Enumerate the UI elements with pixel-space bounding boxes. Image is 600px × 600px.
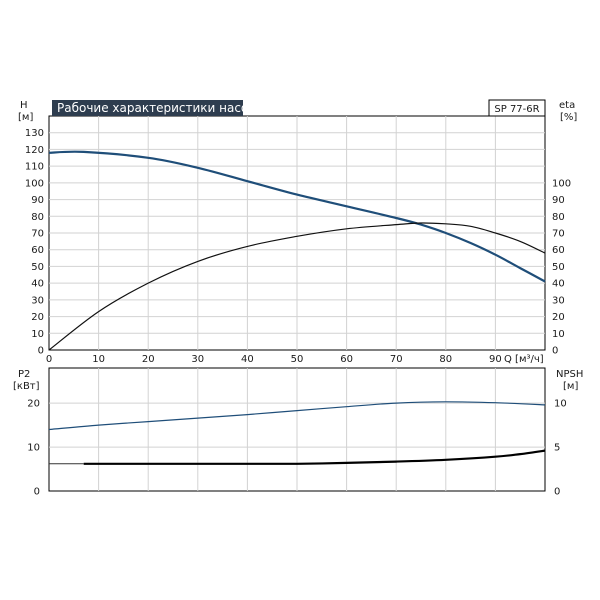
head-curve <box>48 150 546 283</box>
power-tick-label: 20 <box>27 399 40 410</box>
head-axis-title: H <box>20 100 28 111</box>
eta-tick-label: 20 <box>552 312 565 323</box>
head-tick-label: 0 <box>38 346 44 357</box>
head-tick-label: 130 <box>25 128 44 139</box>
eta-tick-label: 0 <box>552 346 558 357</box>
flow-tick-label: 90 <box>489 354 502 365</box>
bottom-series <box>48 401 546 465</box>
head-tick-label: 100 <box>25 178 44 189</box>
head-tick-label: 30 <box>31 295 44 306</box>
flow-axis-label: Q [м³/ч] <box>504 354 544 365</box>
eta-tick-label: 90 <box>552 195 565 206</box>
npsh-tick-label: 0 <box>554 487 560 498</box>
head-axis-unit: [м] <box>18 112 33 123</box>
head-tick-label: 50 <box>31 262 44 273</box>
eta-axis-title: eta <box>559 100 575 111</box>
flow-tick-label: 50 <box>291 354 304 365</box>
head-tick-label: 110 <box>25 162 44 173</box>
top-grid <box>49 116 545 350</box>
chart-title-box <box>52 100 243 116</box>
power-axis-unit: [кВт] <box>13 381 40 392</box>
head-tick-label: 120 <box>25 145 44 156</box>
head-tick-label: 10 <box>31 329 44 340</box>
head-tick-label: 20 <box>31 312 44 323</box>
eta-tick-label: 50 <box>552 262 565 273</box>
model-label: SP 77-6R <box>494 104 539 115</box>
bottom-panel: 0 10 20 0 5 10 P2 [кВт] NPSH [м] <box>13 367 583 498</box>
eta-tick-label: 30 <box>552 295 565 306</box>
flow-tick-label: 10 <box>92 354 105 365</box>
npsh-axis-title: NPSH <box>556 369 583 380</box>
head-tick-label: 90 <box>31 195 44 206</box>
npsh-tick-label: 5 <box>554 443 560 454</box>
eta-tick-label: 10 <box>552 329 565 340</box>
power-curve <box>48 401 546 431</box>
npsh-axis-unit: [м] <box>563 381 578 392</box>
efficiency-curve <box>48 222 546 351</box>
eta-axis-unit: [%] <box>560 112 577 123</box>
model-label-box <box>488 99 546 117</box>
power-tick-label: 0 <box>34 487 40 498</box>
flow-tick-label: 60 <box>340 354 353 365</box>
power-tick-label: 10 <box>27 443 40 454</box>
eta-tick-label: 100 <box>552 178 571 189</box>
head-tick-label: 70 <box>31 229 44 240</box>
x-tick-labels: 0 10 20 30 40 50 60 70 80 90 <box>46 354 502 365</box>
flow-tick-label: 70 <box>390 354 403 365</box>
chart-title: Рабочие характеристики насоса <box>57 101 262 115</box>
bottom-grid <box>49 368 545 491</box>
eta-tick-label: 60 <box>552 245 565 256</box>
flow-tick-label: 40 <box>241 354 254 365</box>
flow-tick-label: 80 <box>439 354 452 365</box>
power-axis-title: P2 <box>18 369 30 380</box>
flow-tick-label: 0 <box>46 354 52 365</box>
npsh-tick-label: 10 <box>554 399 567 410</box>
head-tick-label: 80 <box>31 212 44 223</box>
npsh-curve <box>83 449 546 465</box>
head-tick-label: 40 <box>31 279 44 290</box>
head-tick-label: 60 <box>31 245 44 256</box>
bottom-left-tick-labels: 0 10 20 <box>27 399 40 498</box>
eta-tick-label: 40 <box>552 279 565 290</box>
eta-tick-label: 70 <box>552 229 565 240</box>
flow-tick-label: 20 <box>142 354 155 365</box>
eta-tick-label: 80 <box>552 212 565 223</box>
flow-tick-label: 30 <box>191 354 204 365</box>
top-left-tick-labels: 0 10 20 30 40 50 60 70 80 90 100 110 120 130 <box>25 128 44 356</box>
top-series <box>48 150 546 351</box>
bottom-right-tick-labels: 0 5 10 <box>554 399 567 498</box>
top-right-tick-labels: 0 10 20 30 40 50 60 70 80 90 100 <box>552 178 571 356</box>
